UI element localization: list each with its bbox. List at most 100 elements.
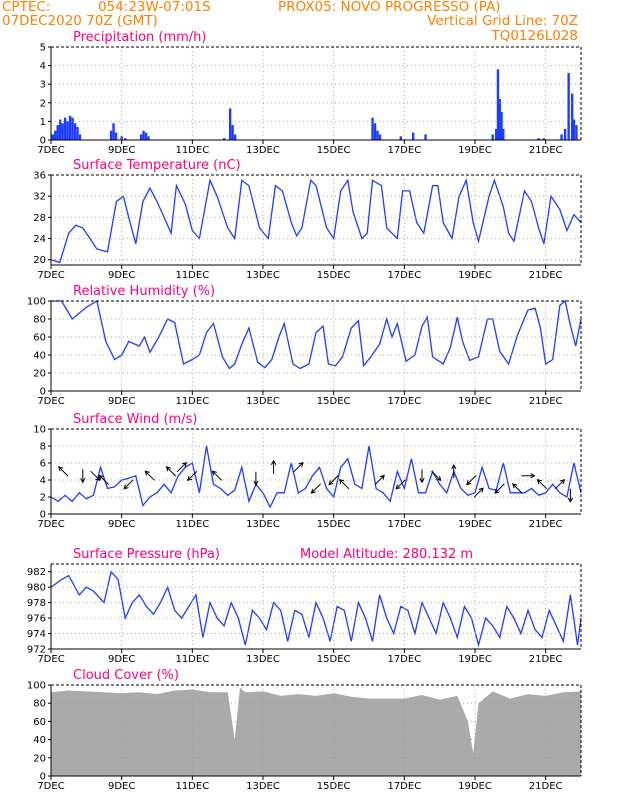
precip-bar — [496, 69, 500, 140]
precip-bar — [498, 99, 501, 140]
y-tick-label: 2 — [40, 493, 46, 504]
x-tick-label: 9DEC — [108, 519, 135, 530]
precip-bar — [373, 123, 377, 140]
precip-bar — [491, 134, 494, 140]
wind-arrow — [451, 463, 457, 478]
wind-arrow — [473, 487, 484, 498]
x-tick-label: 7DEC — [37, 781, 64, 792]
y-tick-label: 8 — [40, 442, 46, 453]
wind-arrow — [554, 478, 566, 490]
wind-arrow — [58, 466, 69, 477]
y-tick-label: 4 — [40, 61, 46, 72]
x-tick-label: 15DEC — [317, 519, 351, 530]
wind-arrow — [165, 466, 177, 477]
wind-arrow — [419, 469, 425, 484]
precip-bar — [112, 123, 115, 140]
temp-line — [50, 178, 582, 264]
wind-arrow — [328, 475, 339, 486]
x-tick-label: 7DEC — [37, 519, 64, 530]
wind-arrow — [521, 473, 536, 479]
x-tick-label: 17DEC — [387, 145, 421, 156]
precip-bar — [563, 128, 567, 140]
precip-bar — [78, 134, 82, 140]
x-tick-label: 15DEC — [317, 145, 351, 156]
wind-line — [50, 445, 582, 509]
x-tick-label: 21DEC — [529, 654, 563, 665]
wind-arrow — [98, 474, 109, 485]
y-tick-label: 100 — [27, 681, 46, 692]
x-tick-label: 11DEC — [175, 270, 209, 281]
wind-arrow — [80, 469, 86, 484]
precip-bar — [73, 123, 77, 140]
x-tick-label: 11DEC — [175, 396, 209, 407]
wind-arrow — [338, 478, 350, 490]
x-tick-label: 19DEC — [458, 270, 492, 281]
precip-bar — [502, 128, 505, 140]
y-tick-label: 28 — [33, 213, 46, 224]
y-tick-label: 36 — [33, 171, 46, 182]
precip-bar — [124, 138, 127, 140]
y-tick-label: 32 — [33, 192, 46, 203]
precip-bar — [560, 134, 563, 140]
precip-bar — [228, 108, 232, 140]
y-tick-label: 1 — [40, 117, 46, 128]
x-tick-label: 9DEC — [108, 654, 135, 665]
x-tick-label: 19DEC — [458, 781, 492, 792]
x-tick-label: 21DEC — [529, 519, 563, 530]
wind-arrow — [253, 471, 259, 486]
precip-bar — [61, 123, 64, 140]
y-tick-label: 60 — [33, 717, 46, 728]
wind-arrow — [144, 470, 155, 481]
x-tick-label: 15DEC — [317, 396, 351, 407]
x-tick-label: 21DEC — [529, 781, 563, 792]
x-tick-label: 7DEC — [37, 396, 64, 407]
x-tick-label: 11DEC — [175, 654, 209, 665]
x-tick-label: 19DEC — [458, 145, 492, 156]
precip-bar — [222, 138, 226, 140]
temp-title: Surface Temperature (nC) — [73, 158, 241, 173]
y-tick-label: 100 — [27, 297, 46, 308]
y-tick-label: 40 — [33, 735, 46, 746]
x-tick-label: 11DEC — [175, 781, 209, 792]
wind-arrow — [395, 479, 406, 490]
x-tick-label: 11DEC — [175, 519, 209, 530]
precip-bar — [54, 130, 57, 140]
precip-bar — [378, 134, 382, 140]
precip-bar — [537, 138, 540, 140]
precip-bar — [233, 134, 237, 140]
precip-bar — [51, 134, 54, 140]
precip-bar — [120, 136, 123, 140]
precip-bar — [63, 117, 67, 140]
x-tick-label: 19DEC — [458, 519, 492, 530]
cloud-area — [51, 687, 581, 776]
precip-bar — [71, 117, 74, 140]
precip-bar — [575, 125, 578, 140]
press-line — [50, 570, 582, 648]
x-tick-label: 19DEC — [458, 396, 492, 407]
precip-bar — [142, 130, 145, 140]
header-coords: 054:23W-07:01S — [98, 0, 211, 15]
precip-bar — [109, 130, 113, 140]
x-tick-label: 13DEC — [246, 654, 280, 665]
y-tick-label: 20 — [33, 255, 46, 266]
x-tick-label: 15DEC — [317, 654, 351, 665]
precip-bar — [66, 121, 69, 140]
header-station: PROX05: NOVO PROGRESSO (PA) — [278, 0, 501, 15]
press-title: Surface Pressure (hPa) — [73, 547, 220, 562]
y-tick-label: 60 — [33, 333, 46, 344]
y-tick-label: 972 — [27, 645, 46, 656]
rh-line — [51, 299, 582, 370]
y-tick-label: 0 — [40, 510, 46, 521]
x-tick-label: 9DEC — [108, 270, 135, 281]
wind-arrow — [494, 483, 505, 494]
wind-arrow — [123, 479, 134, 490]
x-tick-label: 13DEC — [246, 145, 280, 156]
precip-bar — [68, 115, 72, 140]
y-tick-label: 6 — [40, 459, 46, 470]
x-tick-label: 7DEC — [37, 654, 64, 665]
y-tick-label: 2 — [40, 98, 46, 109]
precip-bar — [572, 119, 576, 140]
precip-bar — [567, 73, 570, 140]
wind-arrow — [176, 461, 188, 473]
